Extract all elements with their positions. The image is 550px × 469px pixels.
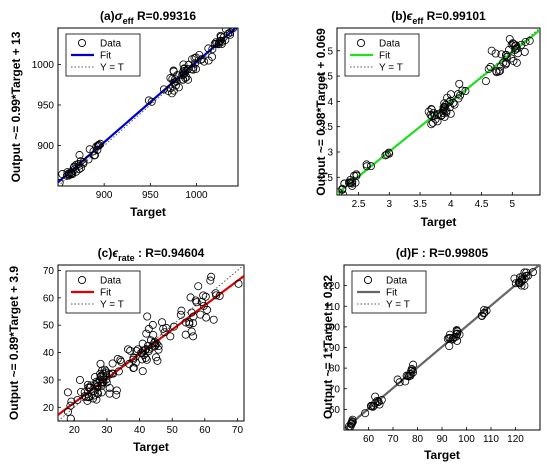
x-tick-label: 50 xyxy=(167,425,179,436)
x-axis-label: Target xyxy=(424,448,460,462)
title-prefix: (d)F xyxy=(396,246,419,260)
panel-0: 900 950 1000 900 950 1000 (a)σeff R=0.99316 Tar… xyxy=(9,9,238,219)
y-tick-label: 950 xyxy=(37,100,54,111)
panel-1: 2.5 3 3.5 4 4.5 52.533.544.55(b)ϵeff R=0.9910… xyxy=(314,9,540,229)
panel-title: (a)σeff R=0.99316 xyxy=(100,9,196,26)
y-tick-label: 50 xyxy=(43,321,55,332)
legend-label-fit: Fit xyxy=(100,51,111,62)
y-tick-label: 1000 xyxy=(32,60,55,71)
title-subscript: rate xyxy=(118,253,135,263)
y-axis-label: Output ~= 1*Target + 0.32 xyxy=(321,275,335,419)
x-tick-label: 60 xyxy=(199,425,211,436)
y-tick-label: 30 xyxy=(43,375,55,386)
y-tick-label: 20 xyxy=(43,403,55,414)
y-axis-label: Output ~= 0.98*Target + 0.069 xyxy=(314,28,328,196)
title-r-value: R=0.99316 xyxy=(134,9,197,23)
legend-label-data: Data xyxy=(100,39,122,50)
x-axis-label: Target xyxy=(421,215,457,229)
legend-label-data: Data xyxy=(379,39,401,50)
x-tick-label: 60 xyxy=(363,434,375,445)
x-tick-label: 5 xyxy=(510,199,516,210)
title-prefix: (b) xyxy=(391,9,406,23)
panel-title: (c)ϵrate : R=0.94604 xyxy=(98,246,205,263)
x-tick-label: 3.5 xyxy=(413,199,427,210)
title-prefix: (c) xyxy=(98,246,113,260)
y-tick-label: 40 xyxy=(43,348,55,359)
x-axis-label: Target xyxy=(133,440,169,454)
y-tick-label: 70 xyxy=(43,266,55,277)
x-tick-label: 120 xyxy=(507,434,524,445)
y-tick-label: 5 xyxy=(327,46,333,57)
legend-label-identity: Y = T xyxy=(386,300,410,311)
y-tick-label: 900 xyxy=(37,141,54,152)
x-tick-label: 3 xyxy=(387,199,393,210)
x-tick-label: 80 xyxy=(412,434,424,445)
legend: DataFitY = T xyxy=(66,34,140,76)
x-tick-label: 2.5 xyxy=(352,199,366,210)
x-tick-label: 1000 xyxy=(185,190,208,201)
panel-title: (b)ϵeff R=0.99101 xyxy=(391,9,486,26)
title-prefix: (a) xyxy=(100,9,115,23)
y-tick-label: 3 xyxy=(327,147,333,158)
x-tick-label: 40 xyxy=(134,425,146,436)
x-tick-label: 950 xyxy=(142,190,159,201)
x-axis-label: Target xyxy=(130,205,166,219)
legend-label-data: Data xyxy=(386,276,408,287)
legend: DataFitY = T xyxy=(352,271,426,313)
x-tick-label: 4 xyxy=(448,199,454,210)
panel-2: 20 30 40 50 60 70 20 30 40 50 60 70 (c)ϵrate : R=0.9… xyxy=(7,246,244,454)
data-point xyxy=(38,427,45,434)
legend-label-identity: Y = T xyxy=(100,63,124,74)
x-tick-label: 90 xyxy=(436,434,448,445)
panel-title: (d)F : R=0.99805 xyxy=(396,246,489,260)
legend-label-fit: Fit xyxy=(100,288,111,299)
y-tick-label: 60 xyxy=(43,293,55,304)
y-tick-label: 4 xyxy=(327,97,333,108)
x-tick-label: 70 xyxy=(232,425,244,436)
x-tick-label: 20 xyxy=(69,425,81,436)
legend-label-fit: Fit xyxy=(386,288,397,299)
y-axis-label: Output ~= 0.99*Target + 13 xyxy=(9,31,23,182)
panel-3: 60 70 80 90 100 110 12060708090100110120(d)F :… xyxy=(321,246,540,462)
x-tick-label: 4.5 xyxy=(475,199,489,210)
y-axis-label: Output ~= 0.89*Target + 3.9 xyxy=(7,266,21,420)
x-tick-label: 70 xyxy=(387,434,399,445)
x-tick-label: 30 xyxy=(101,425,113,436)
legend-label-identity: Y = T xyxy=(379,63,403,74)
x-tick-label: 100 xyxy=(458,434,475,445)
title-r-value: : R=0.99805 xyxy=(418,246,488,260)
legend-label-data: Data xyxy=(100,276,122,287)
legend: DataFitY = T xyxy=(66,271,140,313)
legend-label-identity: Y = T xyxy=(100,300,124,311)
title-r-value: : R=0.94604 xyxy=(135,246,205,260)
x-tick-label: 900 xyxy=(96,190,113,201)
x-tick-label: 110 xyxy=(483,434,499,445)
legend: DataFitY = T xyxy=(345,34,419,76)
legend-label-fit: Fit xyxy=(379,51,390,62)
title-r-value: R=0.99101 xyxy=(423,9,486,23)
